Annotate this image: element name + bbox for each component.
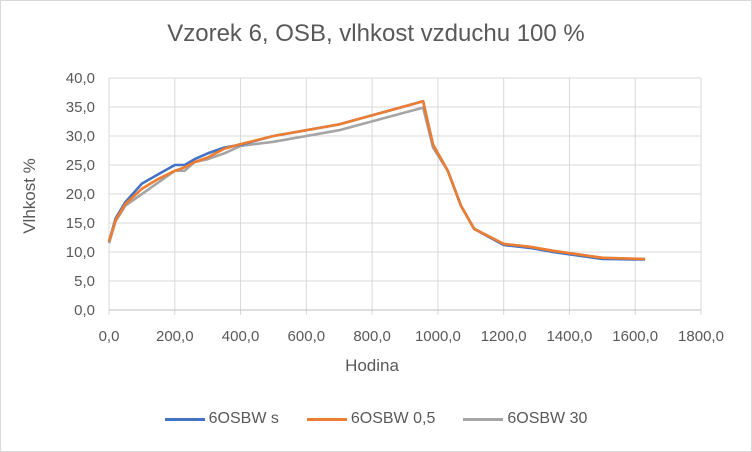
series-line: [107, 106, 646, 261]
data-series: [107, 99, 646, 261]
x-axis-ticks: 0,0 200,0 400,0 600,0 800,0 1000,0 1200,0 1400,…: [99, 328, 724, 345]
series-line: [107, 99, 646, 261]
x-tick-label: 1000,0: [415, 328, 461, 345]
y-tick-label: 25,0: [66, 157, 95, 174]
legend-item: 6OSBW 0,5: [306, 410, 436, 428]
x-axis-label: Hodina: [345, 356, 399, 375]
y-tick-label: 0,0: [74, 302, 95, 319]
legend-swatch-icon: [164, 417, 205, 421]
series-line: [107, 99, 646, 261]
x-tick-label: 1200,0: [481, 328, 527, 345]
y-axis-ticks: 0,0 5,0 10,0 15,0 20,0 25,0 30,0 35,0 40,0: [66, 70, 95, 319]
x-tick-label: 0,0: [99, 328, 120, 345]
legend-label: 6OSBW s: [208, 410, 279, 427]
legend-item: 6OSBW s: [164, 410, 279, 428]
x-tick-label: 800,0: [353, 328, 391, 345]
legend-label: 6OSBW 0,5: [350, 410, 436, 427]
x-tick-label: 1800,0: [678, 328, 724, 345]
x-tick-label: 400,0: [222, 328, 260, 345]
legend-swatch-icon: [306, 417, 347, 421]
legend-swatch-icon: [463, 417, 504, 421]
chart-title: Vzorek 6, OSB, vlhkost vzduchu 100 %: [167, 20, 585, 47]
y-tick-label: 40,0: [66, 70, 95, 87]
y-tick-label: 5,0: [74, 273, 95, 290]
x-tick-label: 1600,0: [612, 328, 658, 345]
legend-item: 6OSBW 30: [463, 410, 587, 428]
y-tick-label: 35,0: [66, 99, 95, 116]
y-tick-label: 30,0: [66, 128, 95, 145]
x-tick-label: 200,0: [156, 328, 194, 345]
legend: 6OSBW s 6OSBW 0,5 6OSBW 30: [0, 410, 752, 428]
y-tick-label: 20,0: [66, 186, 95, 203]
x-tick-label: 600,0: [288, 328, 326, 345]
gridlines: [108, 77, 702, 315]
y-tick-label: 15,0: [66, 215, 95, 232]
x-tick-label: 1400,0: [546, 328, 592, 345]
y-tick-label: 10,0: [66, 244, 95, 261]
legend-label: 6OSBW 30: [507, 410, 588, 427]
